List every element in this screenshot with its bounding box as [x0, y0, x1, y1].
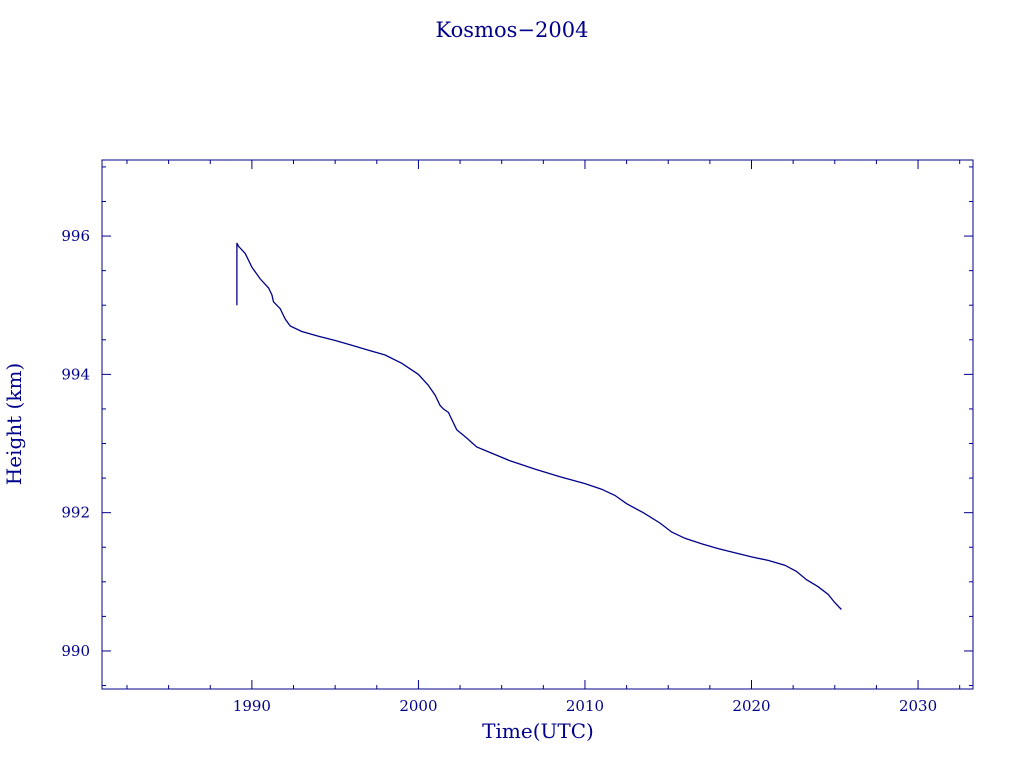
axis-ticks: [102, 160, 973, 689]
x-tick-label: 2000: [399, 697, 437, 715]
chart-title: Kosmos−2004: [436, 18, 589, 42]
plot-frame: [101, 159, 974, 690]
y-tick-label: 990: [61, 642, 90, 660]
x-tick-label: 2030: [899, 697, 937, 715]
y-tick-label: 996: [61, 227, 90, 245]
y-axis-label: Height (km): [2, 363, 26, 485]
y-tick-label: 992: [61, 504, 90, 522]
x-tick-label: 2010: [566, 697, 604, 715]
y-tick-label: 994: [61, 365, 90, 383]
x-axis-label: Time(UTC): [482, 719, 594, 743]
x-tick-label: 1990: [233, 697, 271, 715]
x-tick-label: 2020: [732, 697, 770, 715]
series-line: [236, 242, 842, 610]
tick-labels: 1990 2000 2010 2020 2030 990 992 994 996: [61, 227, 937, 715]
